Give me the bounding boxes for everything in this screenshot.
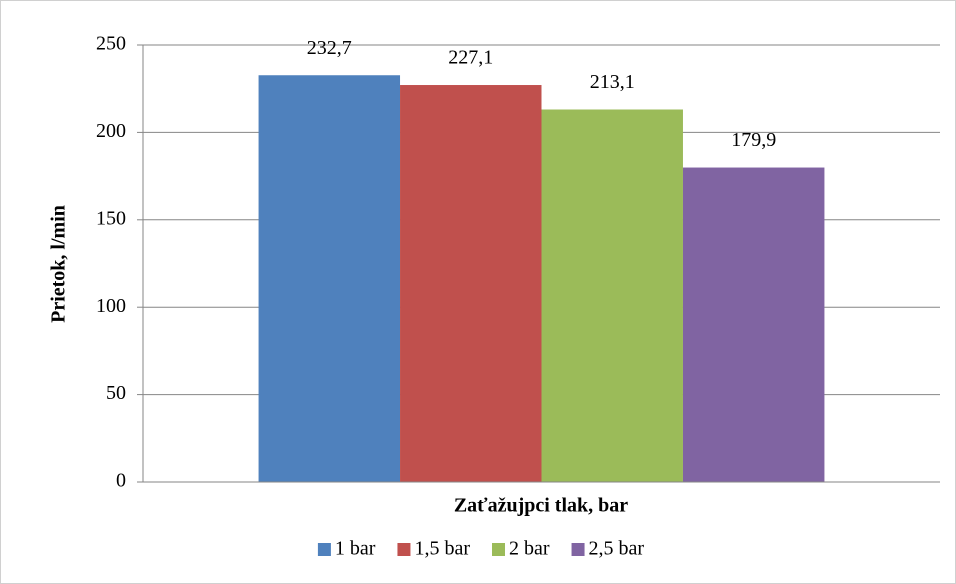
legend-label: 1,5 bar [414, 538, 470, 560]
y-tick-label: 250 [96, 33, 126, 55]
bar [258, 75, 401, 482]
bar [682, 167, 825, 483]
legend-label: 2 bar [509, 538, 550, 560]
data-label: 213,1 [590, 71, 635, 93]
legend-swatch [571, 543, 585, 556]
legend-swatch [317, 543, 331, 556]
legend-swatch [397, 543, 411, 556]
legend-swatch [492, 543, 505, 556]
legend-label: 2,5 bar [589, 538, 645, 560]
bar [400, 85, 542, 482]
data-label: 179,9 [731, 129, 776, 151]
y-tick-label: 0 [116, 470, 126, 492]
y-tick-label: 50 [106, 382, 126, 404]
y-tick-label: 200 [96, 120, 126, 142]
y-axis-title: Prietok, l/min [48, 205, 70, 323]
bar [541, 109, 683, 483]
x-axis-title: Zaťažujpci tlak, bar [454, 495, 628, 517]
data-label: 232,7 [307, 37, 352, 59]
data-label: 227,1 [448, 47, 493, 69]
legend-label: 1 bar [335, 538, 376, 560]
y-tick-label: 150 [96, 207, 126, 229]
y-tick-label: 100 [96, 295, 126, 317]
